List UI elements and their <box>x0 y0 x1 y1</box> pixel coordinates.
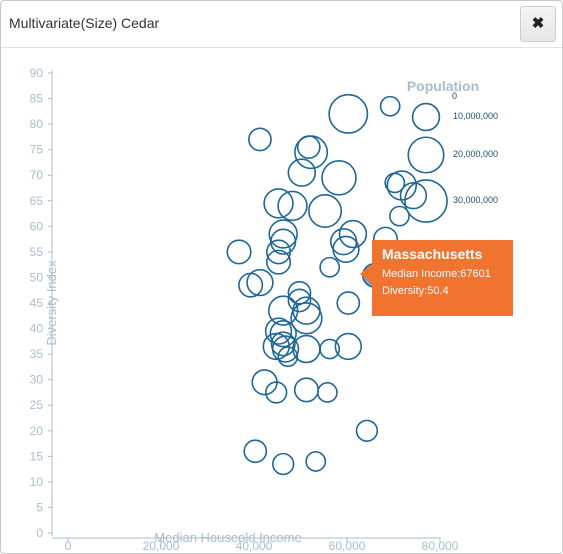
legend-label: 30,000,000 <box>453 195 498 205</box>
y-tick-label: 15 <box>30 449 44 463</box>
bubble <box>321 159 357 196</box>
bubble <box>267 295 299 326</box>
bubble <box>270 331 296 357</box>
legend-title: Population <box>407 78 479 94</box>
bubble <box>246 268 274 297</box>
y-tick-label: 55 <box>30 245 44 259</box>
y-tick-label: 0 <box>36 526 43 540</box>
bubble <box>308 194 343 229</box>
bubble <box>248 127 272 152</box>
x-tick-label: 40,000 <box>236 539 273 553</box>
bubble <box>399 181 428 210</box>
y-tick-label: 40 <box>30 322 44 336</box>
y-tick-label: 30 <box>30 373 44 387</box>
bubble <box>277 190 308 222</box>
bubble <box>305 451 327 472</box>
x-tick-label: 80,000 <box>422 539 459 553</box>
bubble <box>296 135 321 159</box>
legend-label: 0 <box>452 91 457 101</box>
bubble <box>238 272 264 298</box>
y-tick-label: 70 <box>30 168 44 182</box>
bubble <box>316 382 338 403</box>
y-tick-label: 90 <box>30 66 44 80</box>
bubble <box>272 452 295 476</box>
close-icon: ✖ <box>531 15 545 32</box>
legend-bubble <box>404 179 448 223</box>
bubble <box>287 288 312 313</box>
legend-label: 10,000,000 <box>453 111 498 121</box>
bubble <box>268 219 298 249</box>
x-tick-label: 20,000 <box>143 539 180 553</box>
bubble <box>329 227 358 256</box>
bubble <box>379 95 401 117</box>
x-tick-label: 0 <box>65 539 72 553</box>
bubble <box>328 93 369 134</box>
y-tick-label: 75 <box>30 143 44 157</box>
y-tick-label: 85 <box>30 92 44 106</box>
y-tick-label: 65 <box>30 194 44 208</box>
legend-bubble <box>411 102 441 132</box>
y-tick-label: 25 <box>30 398 44 412</box>
y-tick-label: 5 <box>36 500 43 514</box>
bubble <box>334 332 362 361</box>
bubble <box>270 228 297 255</box>
bubble <box>277 346 299 368</box>
bubble <box>271 335 300 363</box>
bubble <box>319 256 341 278</box>
bubble <box>287 158 317 187</box>
y-tick-label: 35 <box>30 347 44 361</box>
y-tick-label: 50 <box>30 270 44 284</box>
bubble <box>263 188 294 219</box>
tooltip-diversity: Diversity:50.4 <box>382 285 449 297</box>
bubble <box>293 377 319 403</box>
bubble <box>319 338 341 360</box>
bubble <box>336 291 361 315</box>
y-tick-label: 60 <box>30 219 44 233</box>
y-axis-title: Diversity Index <box>44 260 59 346</box>
window-titlebar: Multivariate(Size) Cedar ✖ <box>1 1 562 48</box>
bubble <box>266 239 292 265</box>
x-tick-label: 60,000 <box>329 539 366 553</box>
tooltip: Massachusetts Median Income:67601 Divers… <box>360 240 513 316</box>
bubble <box>243 439 268 464</box>
bubble <box>332 235 360 264</box>
bubble <box>389 205 410 227</box>
bubble <box>226 239 252 265</box>
bubble <box>266 249 292 275</box>
tooltip-income: Median Income:67601 <box>382 268 491 280</box>
bubble <box>264 317 293 345</box>
tooltip-name: Massachusetts <box>382 246 483 262</box>
y-tick-label: 45 <box>30 296 44 310</box>
bubble <box>269 319 297 348</box>
bubble <box>265 381 288 404</box>
window-title: Multivariate(Size) Cedar <box>9 15 160 31</box>
axes-group: 0 5 10 15 20 25 30 35 40 45 50 55 60 65 70 75 80 85 90 0 20,… <box>30 66 459 553</box>
y-tick-label: 20 <box>30 424 44 438</box>
legend-bubble <box>407 136 445 174</box>
y-tick-label: 10 <box>30 475 44 489</box>
x-axis-title: Median Houseold Income <box>154 530 301 545</box>
bubble <box>290 302 323 335</box>
bubble <box>355 419 379 442</box>
y-tick-label: 80 <box>30 117 44 131</box>
close-button[interactable]: ✖ <box>520 6 556 42</box>
bubble <box>338 219 368 249</box>
legend-label: 20,000,000 <box>453 149 498 159</box>
